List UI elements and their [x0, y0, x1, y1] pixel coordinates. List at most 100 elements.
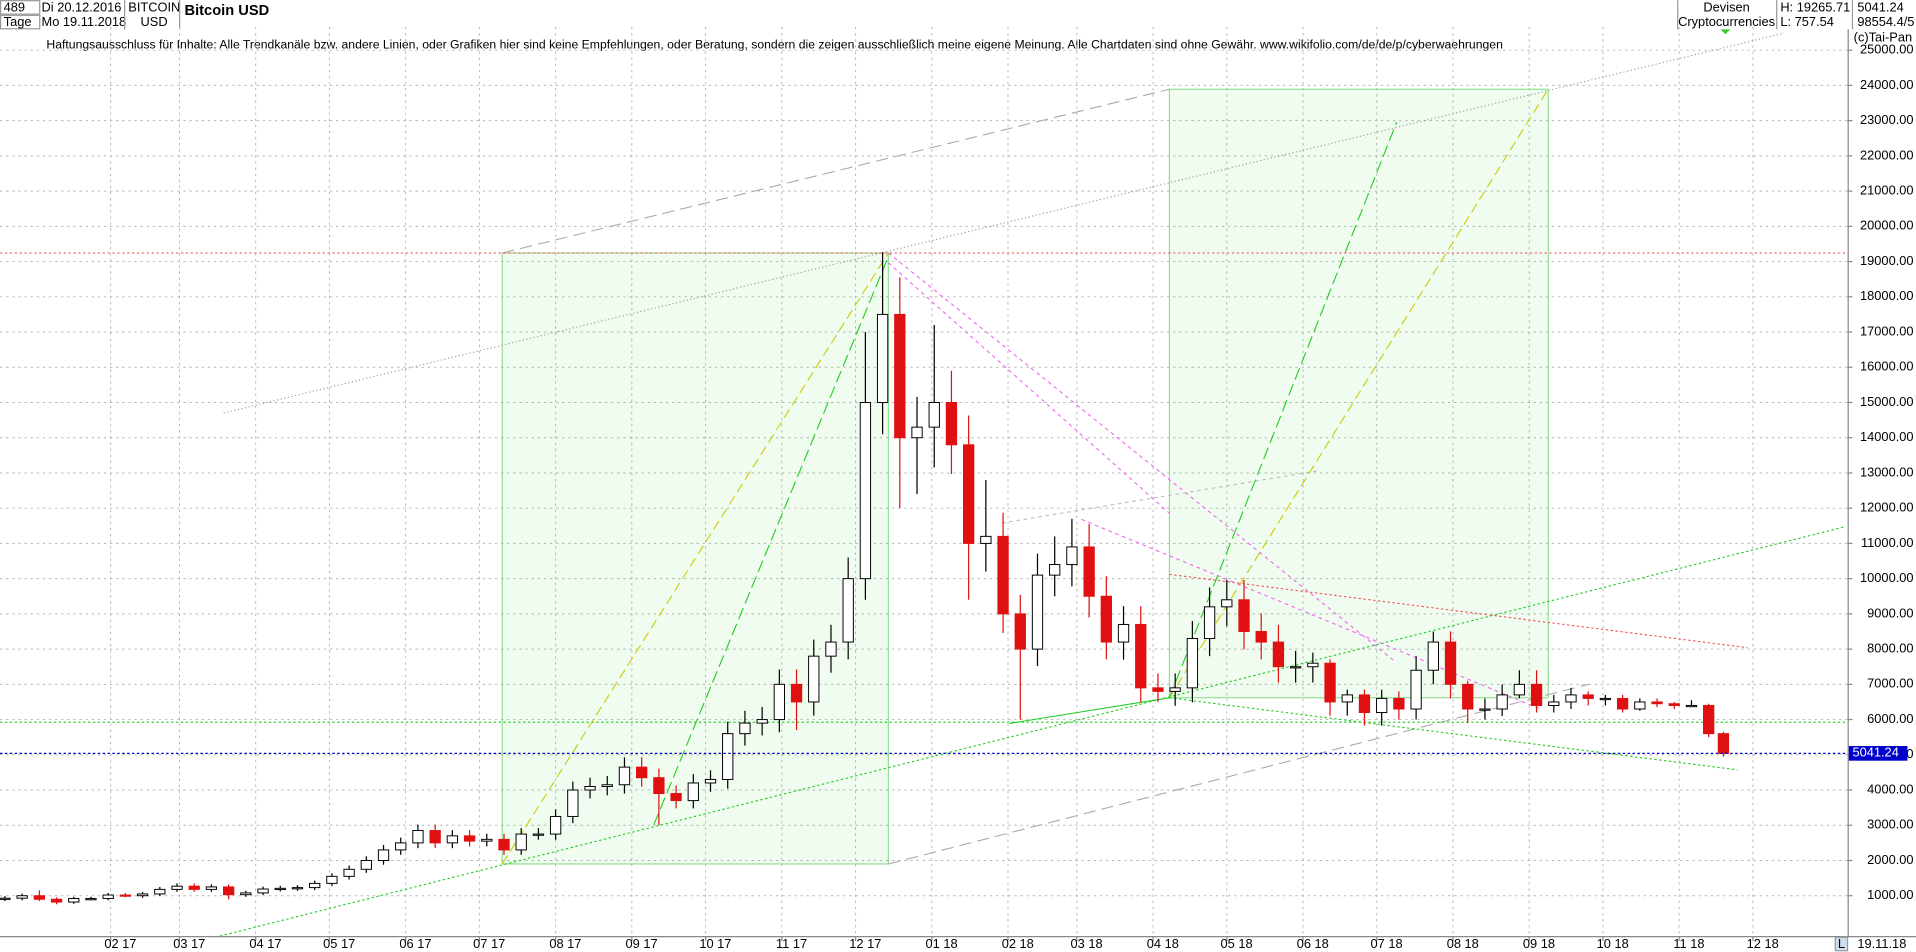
y-tick-label: 14000.00 [1860, 429, 1914, 444]
candle-body [1014, 613, 1026, 650]
trend-line [888, 252, 1394, 661]
y-tick-label: 20000.00 [1860, 218, 1914, 233]
high-label: H: 19265.71 [1780, 0, 1850, 14]
y-tick-label: 15000.00 [1860, 394, 1914, 409]
y-tick-label: 9000.00 [1867, 605, 1913, 620]
y-tick-label: 10000.00 [1860, 570, 1914, 585]
candle-body [1324, 662, 1336, 703]
scale-button[interactable] [1834, 936, 1849, 952]
x-tick-label: 10 17 [699, 936, 731, 951]
candle-body [601, 784, 613, 787]
fan-line [1168, 122, 1398, 698]
header: 489 Di 20.12.2016 Tage Mo 19.11.2018 BIT… [0, 0, 1914, 51]
candle-body [1462, 683, 1474, 710]
currency: USD [141, 14, 168, 29]
x-tick-label: 01 18 [925, 936, 957, 951]
candle-body [963, 444, 975, 544]
footer-date: 19.11.18 [1857, 936, 1906, 951]
candle-body [171, 885, 183, 890]
candle-body [1376, 697, 1388, 714]
candle-body [808, 655, 820, 703]
y-tick-label: 8000.00 [1867, 640, 1913, 655]
candle-body [876, 313, 889, 403]
candle-body [343, 868, 355, 877]
candle-body [222, 886, 235, 896]
trend-line [1001, 469, 1320, 524]
scale-mode: L [1838, 936, 1845, 951]
candle-body [136, 893, 149, 897]
candle-body [1049, 564, 1061, 576]
candle-body [618, 766, 631, 786]
trend-line [219, 526, 1846, 937]
y-tick-label: 17000.00 [1860, 323, 1914, 338]
candle-body [1117, 623, 1130, 643]
candle-body [532, 833, 545, 836]
candle-body [773, 683, 785, 721]
x-tick-label: 12 18 [1747, 936, 1779, 951]
candle-body [291, 887, 304, 890]
interval-box[interactable] [0, 14, 41, 30]
trend-line [888, 683, 1589, 865]
candle-body [567, 789, 579, 817]
bars-box[interactable] [0, 0, 41, 15]
candle-body [1634, 701, 1646, 710]
chart-title: Bitcoin USD [185, 3, 270, 19]
y-tick-label: 25000.00 [1860, 42, 1914, 57]
candle-body [980, 535, 992, 544]
candle-body [997, 535, 1009, 615]
x-tick-label: 03 18 [1071, 936, 1103, 951]
interval: Tage [4, 14, 32, 29]
last-price-label: 5041.24 [1852, 745, 1898, 760]
y-tick-label: 19000.00 [1860, 253, 1914, 268]
candle-body [722, 733, 734, 780]
annotations [0, 32, 1848, 937]
x-tick-label: 02 18 [1002, 936, 1034, 951]
x-tick-label: 09 18 [1523, 936, 1555, 951]
candle-body [704, 778, 717, 784]
candle-body [670, 793, 682, 802]
candle-body [274, 887, 286, 891]
y-tick-label: 24000.00 [1860, 77, 1914, 92]
candle-body [257, 888, 269, 894]
y-tick-label: 16000.00 [1860, 359, 1914, 374]
candle-body [154, 888, 166, 895]
x-tick-label: 04 17 [249, 936, 281, 951]
candle-body [16, 895, 28, 899]
y-tick-label: 22000.00 [1860, 147, 1914, 162]
candle-body [1031, 574, 1044, 650]
candle-body [1565, 694, 1577, 703]
bars: 489 [4, 0, 25, 14]
candle-body [1599, 697, 1612, 701]
group: Devisen [1703, 0, 1749, 14]
candle-body [446, 835, 459, 844]
candle-body [687, 782, 699, 802]
candle-body [1717, 733, 1730, 754]
x-tick-label: 06 17 [399, 936, 431, 951]
x-tick-label: 09 17 [626, 936, 658, 951]
candle-body [309, 882, 321, 889]
candle-body [1152, 687, 1164, 692]
y-tick-label: 1000.00 [1867, 887, 1913, 902]
candle-body [842, 578, 854, 643]
candle-body [515, 833, 527, 851]
candle-body [894, 313, 906, 439]
candle-body [1066, 546, 1078, 566]
x-tick-label: 08 18 [1447, 936, 1479, 951]
end-date: Mo 19.11.2018 [42, 14, 127, 29]
y-tick-label: 23000.00 [1860, 112, 1914, 127]
x-tick-label: 04 18 [1147, 936, 1179, 951]
candles [0, 252, 1848, 905]
candle-body [1513, 683, 1526, 696]
candle-body [636, 766, 648, 779]
low-label: L: 757.54 [1780, 14, 1834, 29]
y-tick-label: 21000.00 [1860, 183, 1914, 198]
candle-body [188, 885, 200, 890]
candle-body [498, 838, 510, 851]
start-date: Di 20.12.2016 [42, 0, 122, 14]
marker [1720, 29, 1731, 35]
trend-line [1009, 697, 1170, 724]
x-tick-label: 07 17 [473, 936, 505, 951]
x-tick-label: 08 17 [549, 936, 581, 951]
subgroup: Cryptocurrencies [1678, 14, 1775, 29]
